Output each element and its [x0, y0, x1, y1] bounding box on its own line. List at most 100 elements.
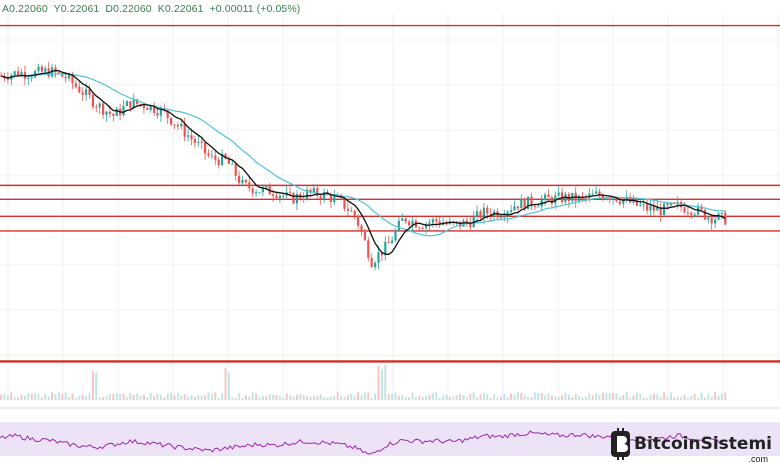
candle-body [377, 252, 380, 263]
candle-body [646, 204, 649, 211]
volume-bar [703, 397, 706, 400]
volume-bar [479, 394, 482, 400]
candle-body [200, 141, 203, 143]
candle-body [523, 198, 526, 210]
candle-body [27, 77, 30, 79]
volume-bar [108, 394, 111, 400]
candle-body [306, 189, 309, 199]
rsi-line [0, 430, 726, 455]
candle-body [149, 105, 152, 111]
volume-bar [180, 395, 183, 400]
candle-body [635, 198, 638, 206]
candle-body [404, 218, 407, 222]
candle-body [693, 214, 696, 216]
candle-body [401, 218, 404, 221]
candle-body [418, 227, 421, 229]
candle-body [95, 106, 98, 108]
candle-body [258, 192, 261, 194]
candle-body [445, 223, 448, 225]
candle-body [578, 195, 581, 202]
volume-bar [295, 394, 298, 400]
candle-body [112, 113, 115, 116]
volume-bar [336, 392, 339, 400]
volume-bar [663, 392, 666, 400]
volume-bar [258, 397, 261, 400]
volume-bar [683, 394, 686, 400]
candle-body [469, 222, 472, 228]
brand-logo: BitcoinSistemi [608, 422, 772, 466]
candle-body [197, 141, 200, 143]
volume-bar [571, 397, 574, 400]
volume-bar [598, 394, 601, 400]
candle-body [544, 194, 547, 200]
candle-body [44, 68, 47, 72]
candle-body [384, 241, 387, 256]
candle-body [224, 153, 227, 159]
volume-bar [6, 395, 9, 400]
volume-bar [163, 397, 166, 400]
volume-bar [489, 397, 492, 400]
volume-bar [547, 393, 550, 400]
candle-body [30, 77, 33, 79]
candle-body [272, 194, 275, 196]
volume-bar [387, 393, 390, 400]
volume-bar [421, 396, 424, 400]
volume-bar [615, 393, 618, 400]
candle-body [61, 72, 64, 77]
volume-bar [482, 393, 485, 400]
volume-bar [30, 393, 33, 400]
candle-body [275, 195, 278, 199]
volume-bar [554, 396, 557, 400]
volume-bar [530, 397, 533, 400]
high-value: Y0.22061 [53, 3, 100, 15]
candle-body [710, 217, 713, 224]
candle-body [81, 92, 84, 95]
candle-body [57, 72, 60, 74]
volume-bar [85, 395, 88, 400]
open-value: A0.22060 [2, 3, 48, 15]
volume-bar [272, 394, 275, 400]
candle-body [659, 207, 662, 215]
candle-body [618, 201, 621, 204]
candle-body [595, 191, 598, 194]
candle-body [54, 67, 57, 73]
candle-body [204, 142, 207, 154]
volume-bar [367, 392, 370, 400]
volume-bar [329, 396, 332, 400]
volume-bar [374, 393, 377, 400]
candle-body [550, 197, 553, 204]
volume-bar [561, 395, 564, 400]
candle-body [234, 163, 237, 176]
candle-body [190, 135, 193, 140]
volume-bar [251, 392, 254, 400]
rsi-pane [0, 407, 780, 456]
volume-bar [384, 364, 387, 400]
candle-body [683, 207, 686, 213]
volume-bar [340, 395, 343, 400]
candle-body [248, 182, 251, 189]
volume-bar [319, 394, 322, 400]
candle-body [282, 195, 285, 197]
volume-bar [503, 393, 506, 400]
volume-bar [496, 397, 499, 400]
candle-body [214, 155, 217, 160]
volume-bar [622, 394, 625, 400]
volume-bar [724, 392, 727, 400]
volume-bar [74, 397, 77, 400]
candle-body [588, 193, 591, 198]
candle-body [88, 89, 91, 95]
volume-bar [438, 397, 441, 400]
volume-bar [190, 395, 193, 400]
volume-bar [625, 392, 628, 400]
volume-bar [265, 396, 268, 400]
volume-bar [377, 365, 380, 400]
candle-body [136, 99, 139, 104]
volume-bar [700, 392, 703, 400]
candle-body [350, 210, 353, 212]
volume-bar [159, 394, 162, 400]
candle-body [686, 212, 689, 214]
volume-bar [697, 397, 700, 400]
slow-moving-average-line [0, 73, 726, 237]
